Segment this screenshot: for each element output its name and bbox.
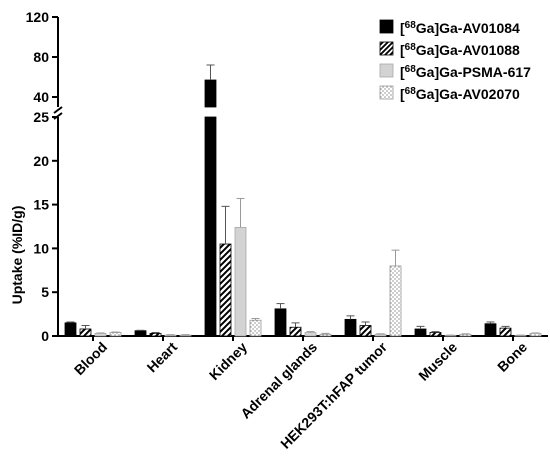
legend-swatch [379,41,394,56]
bar [484,323,497,337]
bar [289,326,302,337]
legend-swatch [379,63,394,78]
legend-label: [68Ga]Ga-AV01084 [400,20,520,37]
bar [149,332,162,337]
y-axis-title: Uptake (%ID/g) [9,206,25,305]
bar [179,334,192,337]
bar [359,325,372,337]
bar [304,332,317,337]
legend-label: [68Ga]Ga-AV01088 [400,42,520,59]
x-category-label: Heart [143,339,180,376]
bar [389,265,402,337]
y-tick-label: 20 [33,153,49,169]
bar [164,334,177,337]
x-category-label: Blood [71,339,110,378]
bar [249,319,262,337]
bar [204,116,217,337]
bar [219,243,232,337]
y-tick-label: 40 [33,89,49,105]
bar [499,327,512,337]
y-tick-label: 120 [26,9,50,25]
bar [374,333,387,337]
bars [64,79,542,337]
y-tick-label: 80 [33,49,49,65]
bar [274,308,287,337]
y-tick-label: 0 [41,328,49,344]
y-tick-label: 5 [41,284,49,300]
bar [134,330,147,337]
x-category-label: Bone [494,339,530,375]
legend-label: [68Ga]Ga-PSMA-617 [400,64,531,81]
y-tick-label: 10 [33,240,49,256]
y-tick-label: 15 [33,197,49,213]
legend-swatch [379,85,394,100]
bar [109,332,122,337]
legend-swatch [379,19,394,34]
bar [429,332,442,337]
bar [94,332,107,337]
legend: [68Ga]Ga-AV01084 [68Ga]Ga-AV01088 [68Ga]Ga… [379,19,531,103]
bar [79,328,92,337]
legend-label: [68Ga]Ga-AV02070 [400,86,520,103]
bar [414,328,427,337]
y-tick-label: 25 [33,109,49,125]
bar [64,322,77,337]
bar [204,79,217,108]
bar [529,332,542,337]
bar [234,226,247,337]
axis-break-mark [53,106,63,114]
x-category-label: Kidney [206,339,250,383]
bar [344,318,357,337]
bar [514,335,527,337]
error-bars [66,64,540,336]
bar [319,333,332,337]
x-category-label: Muscle [415,339,460,384]
bar [459,333,472,337]
y-ticks: 0 5 10 15 20 25 40 80 120 [26,9,58,344]
bar [444,335,457,337]
